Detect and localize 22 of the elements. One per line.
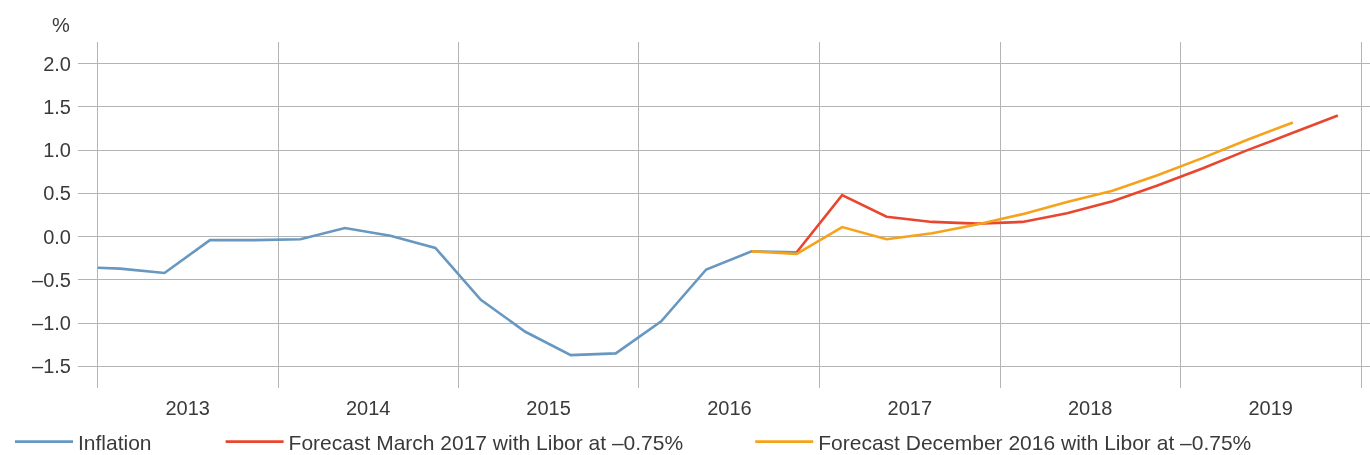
legend-label: Inflation [78,430,152,454]
x-tick-label: 2015 [526,397,571,419]
x-tick-label: 2014 [345,397,391,419]
y-tick-label: –0.5 [32,268,71,291]
x-tick-label: 2016 [707,397,752,419]
legend-label: Forecast March 2017 with Libor at –0.75% [288,430,684,454]
y-tick-label: 0.5 [43,182,71,205]
y-tick-label: 1.5 [43,95,71,118]
y-tick-label: 0.0 [43,225,71,248]
x-tick-label: 2018 [1068,397,1113,419]
y-tick-label: 2.0 [43,52,71,75]
y-tick-label: –1.0 [32,312,71,335]
x-tick-label: 2019 [1248,397,1293,419]
y-tick-label: 1.0 [43,139,71,162]
line-series [96,226,798,357]
legend-label: Forecast December 2016 with Libor at –0.75% [818,430,1252,454]
y-axis-title: % [52,14,70,36]
x-tick-label: 2017 [887,397,933,419]
y-tick-label: –1.5 [32,355,71,378]
line-series [795,114,1340,254]
x-tick-label: 2013 [165,397,210,419]
line-series [750,121,1295,256]
